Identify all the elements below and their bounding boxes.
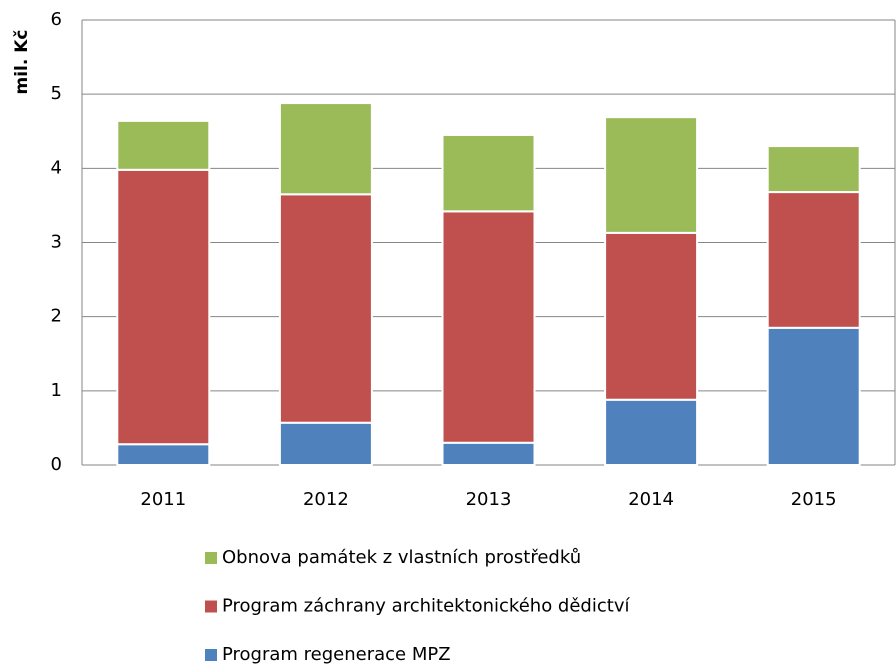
y-tick-label: 6: [51, 9, 62, 30]
bar-segment: [604, 231, 699, 401]
y-tick-label: 5: [51, 83, 62, 104]
bar-segment: [766, 326, 861, 466]
x-tick-label: 2013: [466, 489, 512, 510]
bar-segment: [441, 441, 536, 466]
bar-segment: [278, 102, 373, 196]
x-tick-label: 2012: [303, 489, 349, 510]
x-tick-label: 2014: [628, 489, 674, 510]
x-tick-label: 2015: [791, 489, 837, 510]
bar-segment: [766, 145, 861, 194]
bar-segment: [116, 168, 211, 446]
y-tick-label: 2: [51, 306, 62, 327]
legend-swatch: [205, 600, 217, 613]
y-tick-label: 4: [51, 157, 62, 178]
bar-segment: [604, 116, 699, 234]
bar-segment: [441, 133, 536, 213]
bar-segment: [441, 210, 536, 444]
legend-label: Obnova památek z vlastních prostředků: [222, 547, 581, 568]
legend-label: Program regenerace MPZ: [222, 644, 451, 665]
bar-segment: [116, 443, 211, 467]
legend-swatch: [205, 552, 217, 564]
bar-segment: [604, 398, 699, 467]
y-tick-label: 3: [51, 232, 62, 253]
bar-segment: [116, 119, 211, 171]
x-tick-label: 2011: [140, 489, 186, 510]
bar-segment: [278, 421, 373, 467]
legend-label: Program záchrany architektonického dědic…: [222, 596, 630, 617]
bar-segment: [766, 191, 861, 329]
legend-swatch: [205, 649, 217, 661]
bar-segment: [278, 193, 373, 424]
y-tick-label: 1: [51, 380, 62, 401]
y-tick-label: 0: [51, 454, 62, 475]
y-axis-label: mil. Kč: [12, 30, 32, 95]
